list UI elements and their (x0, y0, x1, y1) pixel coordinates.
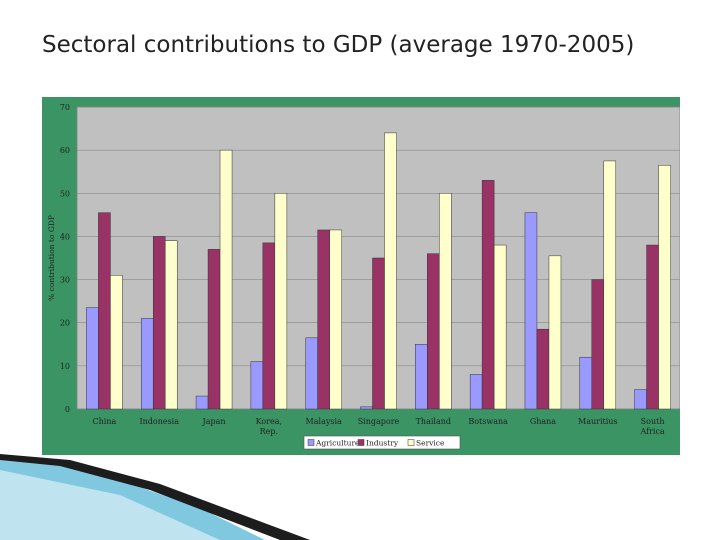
decoration-light-swoosh (0, 470, 220, 540)
bar-service (164, 240, 178, 410)
bar-agriculture (140, 318, 154, 410)
bar-agriculture (360, 406, 373, 410)
y-tick-label: 50 (60, 189, 70, 198)
bar-agriculture (195, 395, 209, 410)
bars (86, 132, 671, 410)
x-tick-label: Thailand (416, 417, 451, 426)
y-axis-label: % contribution to GDP (47, 215, 56, 301)
bar-industry (152, 236, 166, 410)
slide-decoration (0, 454, 310, 540)
y-tick-label: 40 (60, 232, 70, 241)
x-tick-label: Singapore (358, 417, 400, 426)
slide-title: Sectoral contributions to GDP (average 1… (42, 32, 635, 58)
bar-industry (317, 229, 330, 410)
x-tick-label: Korea, Rep. (256, 417, 282, 436)
bar-industry (372, 257, 385, 410)
bar-service (493, 244, 507, 410)
bar-agriculture (250, 361, 264, 410)
bar-agriculture (524, 212, 538, 410)
legend-swatch (357, 439, 365, 446)
bar-service (219, 149, 233, 410)
bar-chart: 0 10 20 30 40 50 60 70 % contribution to GDP Ch… (47, 103, 680, 450)
x-tick-label: Indonesia (139, 417, 179, 426)
legend-swatch (307, 439, 315, 446)
x-axis-ticks: China Indonesia Japan Korea, Rep. Malaysia Sin… (93, 417, 665, 436)
bar-service (110, 275, 123, 410)
bar-service (603, 160, 617, 410)
x-tick-label: China (93, 417, 117, 426)
x-tick-label: Japan (202, 417, 226, 426)
bar-agriculture (86, 307, 99, 410)
y-tick-label: 70 (60, 103, 70, 112)
bar-agriculture (579, 356, 593, 410)
legend-label: Industry (366, 439, 399, 448)
y-axis-ticks: 0 10 20 30 40 50 60 70 (60, 103, 70, 414)
x-tick-label: Botswana (468, 417, 508, 426)
x-tick-label-line: Korea, (256, 417, 282, 426)
bar-agriculture (634, 389, 647, 410)
legend-label: Service (416, 439, 445, 448)
x-tick-label-line: Malaysia (306, 417, 342, 426)
x-tick-label-line: Singapore (358, 417, 400, 426)
bar-service (658, 164, 671, 410)
x-tick-label-line: Japan (202, 417, 226, 426)
bar-service (329, 229, 342, 410)
y-tick-label: 30 (60, 276, 70, 285)
y-tick-label: 0 (65, 405, 70, 414)
bar-industry (646, 244, 659, 410)
x-tick-label-line: Botswana (468, 417, 508, 426)
bar-industry (427, 253, 440, 410)
legend-label: Agriculture (315, 439, 360, 448)
bar-industry (207, 249, 221, 410)
bar-industry (262, 242, 276, 410)
y-tick-label: 10 (60, 362, 70, 371)
x-tick-label-line: Africa (639, 427, 664, 436)
x-tick-label-line: Indonesia (139, 417, 179, 426)
x-tick-label: Malaysia (306, 417, 342, 426)
legend: Agriculture Industry Service (303, 435, 461, 450)
bar-agriculture (469, 374, 483, 410)
bar-service (439, 193, 452, 410)
x-tick-label: South Africa (639, 417, 664, 436)
bar-agriculture (305, 337, 318, 410)
bar-industry (98, 212, 111, 410)
x-tick-label-line: South (641, 417, 665, 426)
x-tick-label: Ghana (530, 417, 556, 426)
x-tick-label-line: Thailand (416, 417, 451, 426)
legend-swatch (407, 439, 415, 446)
y-tick-label: 20 (60, 319, 70, 328)
bar-service (274, 193, 288, 410)
bar-agriculture (415, 344, 428, 410)
bar-industry (536, 328, 550, 410)
bar-industry (591, 279, 605, 410)
bar-service (384, 132, 397, 410)
legend-box (303, 435, 461, 450)
chart-frame: 0 10 20 30 40 50 60 70 % contribution to GDP Ch… (42, 97, 680, 455)
x-tick-label-line: Mauritius (578, 417, 618, 426)
x-tick-label-line: China (93, 417, 117, 426)
y-tick-label: 60 (60, 146, 70, 155)
bar-industry (481, 180, 495, 410)
x-tick-label-line: Rep. (260, 427, 278, 436)
bar-service (548, 255, 562, 410)
x-tick-label: Mauritius (578, 417, 618, 426)
x-tick-label-line: Ghana (530, 417, 556, 426)
decoration-dark-swoosh (0, 454, 310, 540)
